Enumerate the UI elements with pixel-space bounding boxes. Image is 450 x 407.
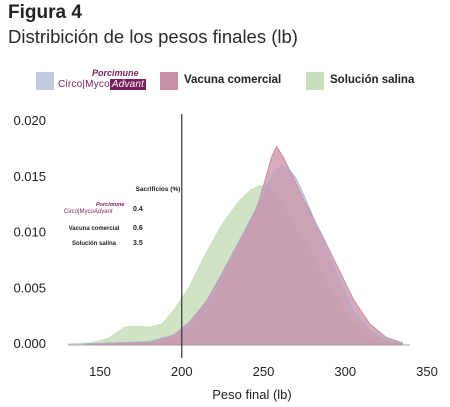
legend: Porcimune Circo|Myco Advant Vacuna comerc…: [36, 66, 436, 96]
x-tick-label: 350: [416, 364, 438, 379]
sacrificios-table: Sacrificios (%) Porcimune Circo|MycoAdva…: [64, 186, 180, 247]
table-brand-bottom: Circo|MycoAdvant: [64, 209, 113, 215]
brand-name-bottom: Circo|Myco Advant: [58, 79, 147, 90]
legend-label-vacuna: Vacuna comercial: [184, 74, 282, 86]
chart-axes: 150 200 250 300 350 0.000 0.005 0.010 0.015 0.020…: [13, 113, 437, 402]
x-tick-label: 200: [171, 364, 193, 379]
x-tick-label: 150: [89, 364, 111, 379]
density-area-vacuna: [83, 145, 403, 345]
figure-label: Figura 4: [8, 2, 82, 23]
table-label-vacuna: Vacuna comercial: [69, 226, 120, 232]
x-tick-label: 300: [334, 364, 356, 379]
y-tick-label: 0.015: [13, 169, 46, 184]
table-header: Sacrificios (%): [136, 186, 181, 193]
legend-swatch-vacuna: [160, 72, 178, 90]
x-tick-label: 250: [253, 364, 275, 379]
figure-title: Distribición de los pesos finales (lb): [8, 26, 298, 47]
legend-label-salina: Solución salina: [330, 74, 415, 86]
density-areas: [67, 145, 403, 345]
density-area-salina: [67, 185, 403, 345]
y-tick-label: 0.020: [13, 113, 46, 128]
x-axis-label: Peso final (lb): [212, 387, 291, 402]
y-tick-label: 0.005: [13, 280, 46, 295]
legend-brand-logo: Porcimune Circo|Myco Advant: [58, 68, 168, 98]
brand-name-top: Porcimune: [92, 68, 139, 78]
legend-swatch-salina: [306, 72, 324, 90]
density-area-porcimune: [83, 166, 403, 345]
table-value-salina: 3.5: [133, 240, 143, 247]
y-tick-label: 0.010: [13, 225, 46, 240]
table-value-vacuna: 0.6: [133, 225, 143, 232]
density-edge-porcimune: [83, 166, 403, 345]
table-brand-top: Porcimune: [96, 202, 124, 208]
table-value-porcimune: 0.4: [133, 206, 143, 213]
table-label-salina: Solución salina: [72, 241, 117, 247]
y-tick-label: 0.000: [13, 336, 46, 351]
legend-swatch-porcimune: [36, 72, 54, 90]
